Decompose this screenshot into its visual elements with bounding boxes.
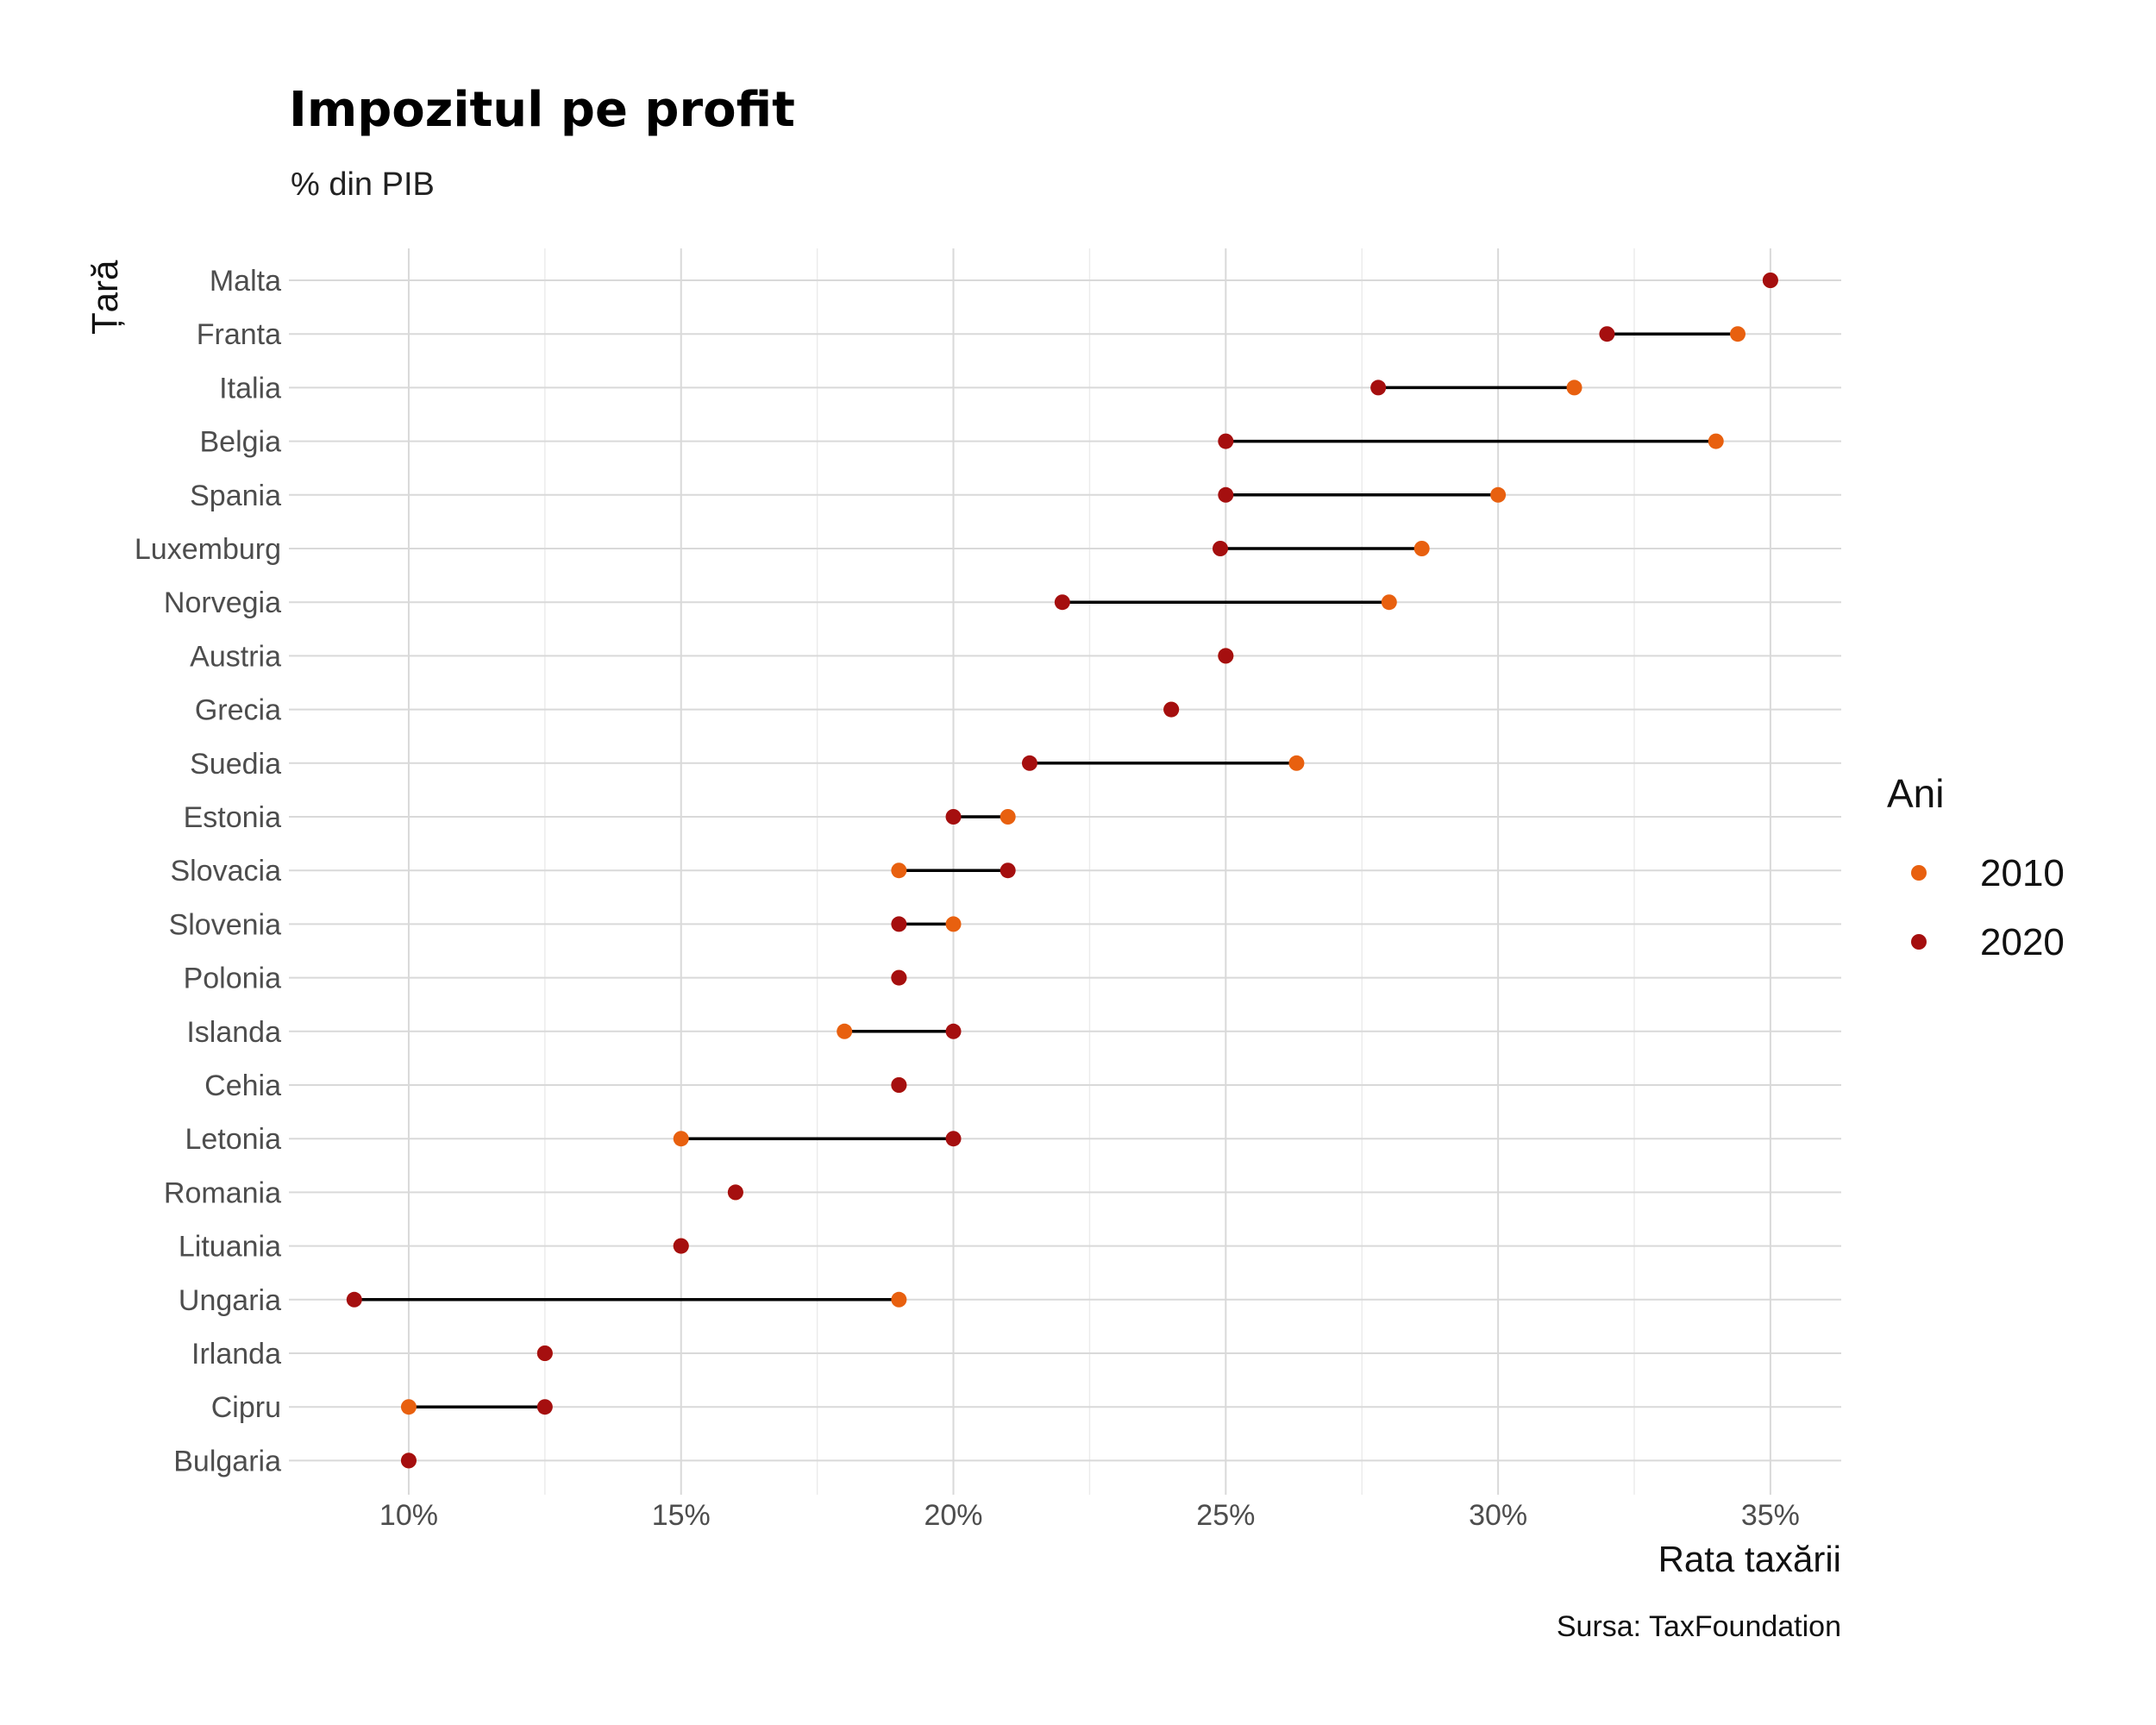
point-2020 bbox=[346, 1291, 362, 1308]
y-tick-label: Islanda bbox=[186, 1016, 281, 1049]
y-tick-label: Ungaria bbox=[179, 1284, 281, 1317]
point-2010 bbox=[673, 1131, 689, 1147]
x-axis-title: Rata taxării bbox=[1658, 1539, 1841, 1579]
legend-title: Ani bbox=[1887, 771, 1944, 816]
y-tick-label: Cipru bbox=[211, 1391, 281, 1424]
x-tick-label: 15% bbox=[652, 1499, 711, 1532]
y-axis-title: Țară bbox=[85, 260, 125, 335]
point-2020 bbox=[891, 969, 907, 986]
point-2020 bbox=[1054, 594, 1070, 611]
legend-label: 2020 bbox=[1980, 921, 2065, 963]
y-tick-label: Belgia bbox=[199, 426, 281, 459]
x-tick-label: 30% bbox=[1469, 1499, 1527, 1532]
y-tick-label: Romania bbox=[164, 1176, 281, 1209]
y-tick-label: Polonia bbox=[184, 963, 282, 995]
y-tick-labels: Malta Franta Italia Belgia Spania Luxemburg No… bbox=[135, 265, 281, 1477]
point-2010 bbox=[1000, 809, 1016, 825]
x-tick-label: 35% bbox=[1741, 1499, 1800, 1532]
y-tick-label: Slovacia bbox=[170, 855, 281, 888]
point-2020 bbox=[727, 1184, 743, 1201]
x-tick-label: 25% bbox=[1196, 1499, 1255, 1532]
y-tick-label: Bulgaria bbox=[173, 1445, 281, 1477]
point-2020 bbox=[536, 1346, 553, 1361]
y-tick-label: Spania bbox=[190, 480, 281, 512]
point-2020 bbox=[945, 1131, 962, 1147]
point-2010 bbox=[945, 916, 962, 932]
y-tick-label: Norvegia bbox=[164, 586, 281, 619]
y-tick-label: Letonia bbox=[185, 1123, 281, 1156]
y-tick-label: Franta bbox=[197, 318, 281, 351]
point-2020 bbox=[1213, 541, 1228, 556]
x-tick-label: 20% bbox=[924, 1499, 982, 1532]
point-2010 bbox=[1708, 433, 1724, 449]
point-2010 bbox=[400, 1399, 417, 1415]
y-tick-label: Austria bbox=[190, 640, 281, 673]
y-tick-label: Cehia bbox=[204, 1070, 281, 1102]
point-2020 bbox=[673, 1238, 689, 1254]
point-2020 bbox=[1218, 486, 1234, 503]
point-2010 bbox=[837, 1023, 853, 1039]
legend-key-2020 bbox=[1911, 934, 1927, 950]
legend-label: 2010 bbox=[1980, 852, 2065, 894]
point-2010 bbox=[1381, 594, 1397, 611]
point-2020 bbox=[1163, 701, 1180, 718]
point-2010 bbox=[1288, 755, 1305, 771]
legend-key-2010 bbox=[1911, 865, 1927, 881]
y-tick-label: Lituania bbox=[179, 1231, 281, 1264]
y-tick-label: Luxemburg bbox=[135, 533, 281, 566]
dumbbell-segments bbox=[354, 332, 1738, 1408]
y-tick-label: Estonia bbox=[184, 801, 281, 834]
point-2010 bbox=[891, 1291, 907, 1308]
x-tick-label: 10% bbox=[379, 1499, 438, 1532]
y-tick-label: Italia bbox=[219, 372, 281, 405]
point-2010 bbox=[1730, 326, 1745, 342]
point-2020 bbox=[1599, 326, 1615, 342]
point-2020 bbox=[536, 1399, 553, 1415]
y-tick-label: Grecia bbox=[195, 694, 281, 727]
point-2020 bbox=[945, 1023, 962, 1039]
chart-caption: Sursa: TaxFoundation bbox=[1557, 1610, 1841, 1643]
point-2020 bbox=[400, 1452, 417, 1469]
y-tick-label: Slovenia bbox=[169, 908, 282, 941]
point-2010 bbox=[891, 862, 907, 879]
point-2020 bbox=[1370, 380, 1387, 396]
legend-entries: 2010 2020 bbox=[1911, 852, 2065, 963]
point-2020 bbox=[1762, 273, 1778, 288]
point-2020 bbox=[1218, 648, 1234, 664]
legend: Ani 2010 2020 bbox=[1887, 771, 2065, 963]
x-tick-labels: 10% 15% 20% 25% 30% 35% bbox=[379, 1499, 1800, 1532]
chart-title: Impozitul pe profit bbox=[289, 82, 795, 138]
point-2010 bbox=[1490, 486, 1507, 503]
point-2020 bbox=[891, 1077, 907, 1093]
point-2020 bbox=[1000, 862, 1016, 879]
data-points bbox=[346, 273, 1778, 1469]
y-tick-label: Malta bbox=[210, 265, 281, 298]
point-2010 bbox=[1566, 380, 1583, 396]
point-2020 bbox=[891, 916, 907, 932]
point-2020 bbox=[1021, 755, 1037, 771]
grid bbox=[289, 248, 1841, 1495]
y-tick-label: Suedia bbox=[190, 748, 281, 781]
point-2020 bbox=[1218, 433, 1234, 449]
point-2020 bbox=[945, 809, 962, 825]
chart-subtitle: % din PIB bbox=[291, 166, 435, 203]
y-tick-label: Irlanda bbox=[191, 1338, 281, 1371]
point-2010 bbox=[1413, 541, 1430, 556]
